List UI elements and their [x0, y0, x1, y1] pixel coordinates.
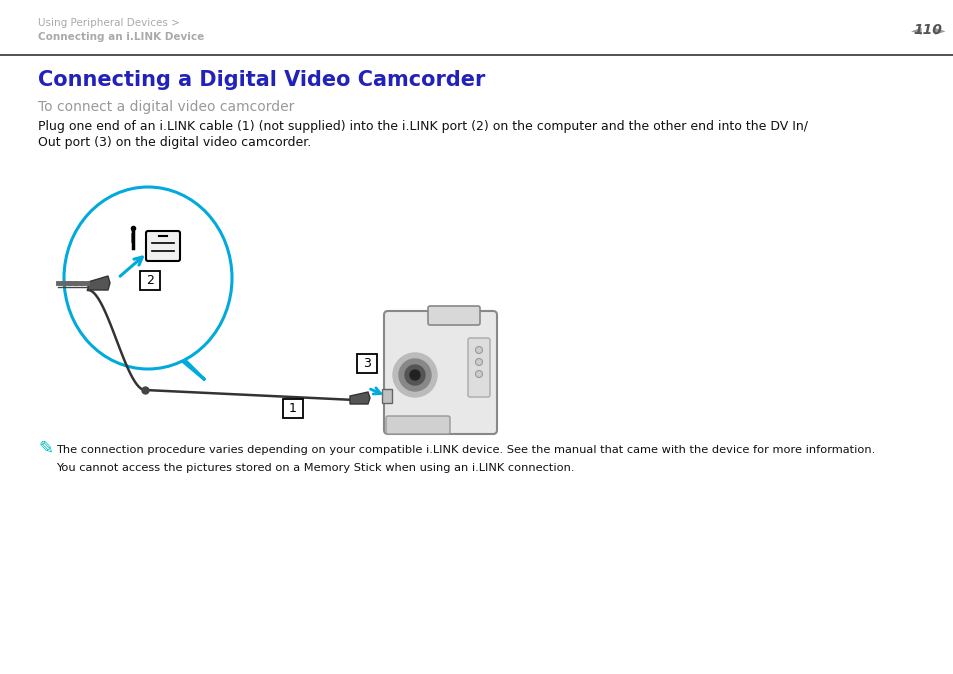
- FancyBboxPatch shape: [386, 416, 450, 434]
- Text: i: i: [130, 229, 136, 247]
- Polygon shape: [174, 355, 205, 380]
- Circle shape: [398, 359, 431, 391]
- Circle shape: [405, 365, 424, 385]
- Text: 110: 110: [913, 23, 942, 37]
- Circle shape: [393, 353, 436, 397]
- Text: To connect a digital video camcorder: To connect a digital video camcorder: [38, 100, 294, 114]
- FancyBboxPatch shape: [428, 306, 479, 325]
- FancyBboxPatch shape: [381, 389, 392, 403]
- Text: ✎: ✎: [38, 440, 53, 458]
- Polygon shape: [88, 276, 110, 290]
- Ellipse shape: [64, 187, 232, 369]
- FancyBboxPatch shape: [384, 311, 497, 434]
- Text: 3: 3: [363, 357, 371, 370]
- Text: Out port (3) on the digital video camcorder.: Out port (3) on the digital video camcor…: [38, 136, 311, 149]
- Text: You cannot access the pictures stored on a Memory Stick when using an i.LINK con: You cannot access the pictures stored on…: [56, 463, 574, 473]
- Text: Plug one end of an i.LINK cable (1) (not supplied) into the i.LINK port (2) on t: Plug one end of an i.LINK cable (1) (not…: [38, 120, 807, 133]
- Circle shape: [475, 371, 482, 377]
- Text: Using Peripheral Devices >: Using Peripheral Devices >: [38, 18, 180, 28]
- Text: ►: ►: [934, 23, 944, 37]
- FancyBboxPatch shape: [283, 399, 303, 418]
- Text: Connecting a Digital Video Camcorder: Connecting a Digital Video Camcorder: [38, 70, 485, 90]
- FancyBboxPatch shape: [146, 231, 180, 261]
- Text: ◄: ◄: [910, 23, 921, 37]
- Circle shape: [475, 346, 482, 353]
- Polygon shape: [350, 392, 370, 404]
- Circle shape: [410, 370, 419, 380]
- Text: Connecting an i.LINK Device: Connecting an i.LINK Device: [38, 32, 204, 42]
- Circle shape: [475, 359, 482, 365]
- FancyBboxPatch shape: [356, 354, 376, 373]
- FancyBboxPatch shape: [140, 271, 160, 290]
- Text: The connection procedure varies depending on your compatible i.LINK device. See : The connection procedure varies dependin…: [56, 445, 874, 455]
- Text: 1: 1: [289, 402, 296, 415]
- FancyBboxPatch shape: [468, 338, 490, 397]
- Text: 2: 2: [146, 274, 153, 287]
